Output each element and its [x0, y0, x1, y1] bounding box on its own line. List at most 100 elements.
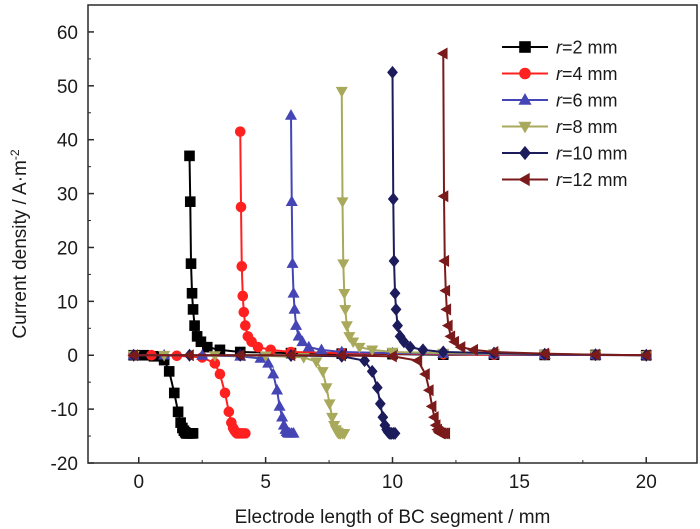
data-point [284, 109, 298, 120]
data-point [374, 397, 386, 411]
legend-marker [519, 67, 531, 80]
data-point [223, 406, 235, 418]
y-axis-label: Current density / A·m-2 [8, 149, 31, 338]
data-point [323, 399, 336, 411]
data-point [315, 343, 328, 355]
data-point [259, 351, 272, 363]
data-point [371, 381, 383, 395]
data-point [437, 345, 449, 359]
data-point [386, 350, 397, 363]
data-point [441, 319, 453, 332]
data-point [438, 254, 450, 267]
data-point [589, 348, 600, 361]
data-point [201, 341, 213, 353]
data-point [343, 332, 356, 343]
data-point [398, 335, 410, 349]
data-point [296, 335, 309, 347]
x-tick-label: 15 [509, 472, 530, 493]
x-tick-label: 5 [260, 472, 271, 493]
data-point [273, 400, 286, 411]
data-point [127, 349, 138, 362]
data-point [436, 47, 448, 60]
data-point [168, 387, 180, 399]
series-r2 [128, 150, 652, 439]
data-point [439, 427, 451, 440]
legend-item-r10: r=10 mm [502, 144, 628, 164]
data-point [335, 86, 348, 98]
data-point [285, 195, 298, 206]
series-r6 [127, 109, 653, 438]
data-point [404, 340, 416, 354]
x-tick-label: 10 [382, 472, 403, 493]
data-point [284, 349, 296, 362]
data-point [187, 304, 199, 315]
data-point [411, 354, 423, 367]
data-point [187, 428, 199, 439]
legend-label-variable: r [556, 144, 563, 164]
data-point [302, 340, 315, 352]
data-point [366, 345, 379, 357]
data-point [419, 368, 430, 381]
legend-item-r8: r=8 mm [502, 117, 618, 137]
data-point [195, 336, 207, 348]
legend-label-value: =12 mm [562, 170, 628, 190]
legend-marker [519, 145, 531, 161]
data-point [320, 383, 333, 394]
data-point [440, 303, 452, 316]
data-point [359, 354, 370, 368]
legend-label-variable: r [556, 117, 563, 137]
data-point [287, 286, 300, 298]
data-point [335, 349, 347, 362]
y-axis-label-superscript: -2 [8, 149, 22, 160]
data-point [184, 196, 196, 207]
data-point [387, 65, 398, 79]
chart-legend: r=2 mmr=4 mmr=6 mmr=8 mmr=10 mmr=12 mm [502, 38, 628, 190]
legend-marker [519, 41, 531, 53]
data-point [437, 190, 449, 203]
data-point [262, 356, 275, 368]
data-point [240, 320, 251, 331]
data-point [366, 364, 378, 378]
data-point [234, 126, 246, 137]
y-tick-label: 10 [57, 292, 78, 313]
data-point [219, 387, 231, 399]
data-point [163, 366, 175, 377]
legend-item-r4: r=4 mm [502, 64, 618, 84]
axes-ticks: 0 5 10 15 20 -20 -10 0 10 20 30 40 50 60 [51, 4, 657, 493]
data-point [417, 343, 429, 357]
data-point [340, 321, 353, 332]
data-point [267, 367, 280, 379]
data-point [310, 357, 323, 369]
data-point [271, 383, 284, 395]
series-r8 [127, 86, 653, 440]
y-tick-label: 0 [67, 346, 78, 367]
data-point [235, 201, 247, 213]
series-r12 [127, 47, 651, 440]
data-point [487, 345, 499, 359]
x-tick-label: 0 [133, 472, 144, 493]
data-point [290, 319, 303, 330]
data-point [338, 429, 351, 440]
data-point [439, 284, 451, 297]
data-point [353, 342, 366, 354]
data-point [392, 319, 403, 333]
legend-label-value: =10 mm [562, 144, 628, 164]
data-point [467, 343, 479, 356]
legend-label: r=4 mm [556, 64, 618, 84]
data-point [316, 367, 329, 378]
y-tick-label: 40 [57, 131, 78, 152]
y-axis-label-main: Current density / A·m [10, 160, 31, 338]
data-point [387, 192, 399, 206]
x-tick-label: 20 [636, 472, 657, 493]
data-point [172, 406, 184, 418]
data-point [337, 259, 350, 270]
data-point [184, 150, 195, 162]
y-tick-label: -20 [51, 454, 78, 475]
data-point [208, 351, 221, 362]
y-tick-label: 50 [57, 77, 78, 98]
y-tick-label: -10 [51, 400, 78, 421]
legend-item-r2: r=2 mm [502, 38, 618, 58]
y-tick-label: 30 [57, 185, 78, 206]
data-point [185, 258, 197, 269]
data-point [214, 368, 226, 380]
